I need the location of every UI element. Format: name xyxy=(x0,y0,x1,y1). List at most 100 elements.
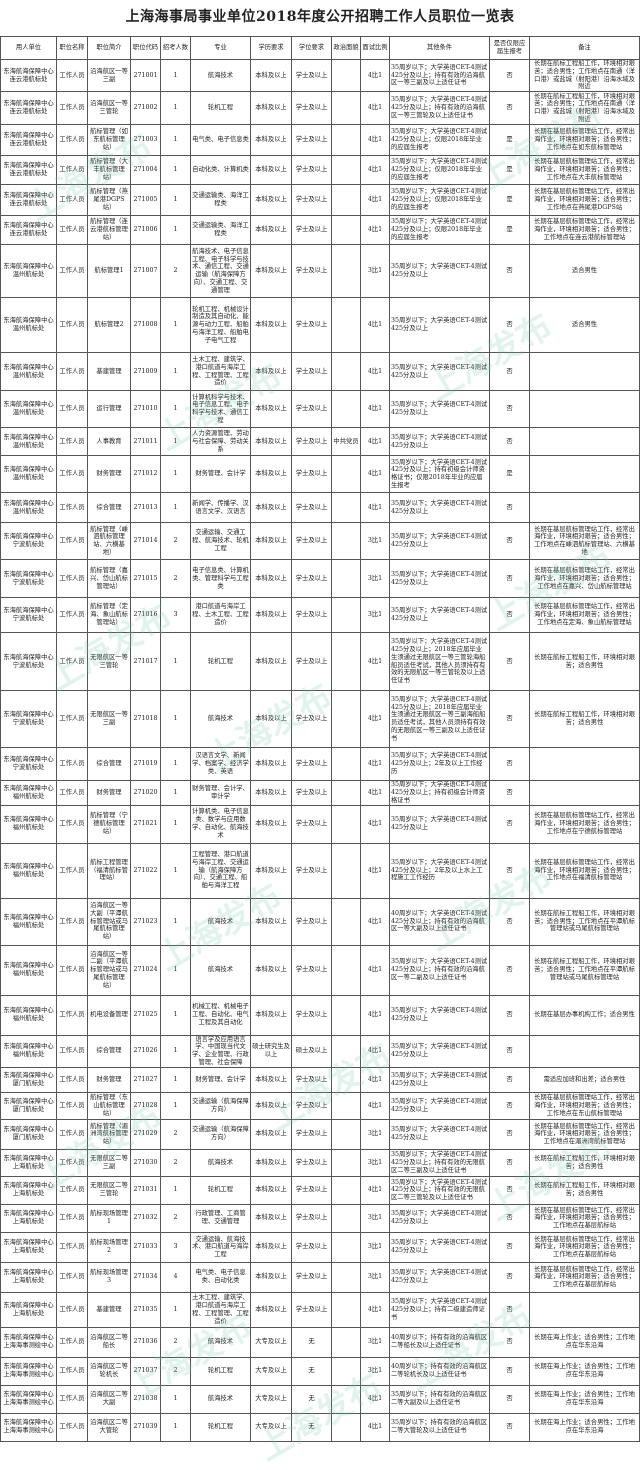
cell-political-status xyxy=(331,124,361,157)
cell-fresh-grad-only: 否 xyxy=(489,58,530,93)
table-row: 东海航海保障中心上海航标处 工作人员 航标现场管理1 271032 2 行政管理、工商管理… xyxy=(0,1203,640,1233)
cell-remarks xyxy=(529,427,640,457)
cell-major: 航海技术 xyxy=(190,1148,251,1177)
table-row: 东海航海保障中心宁波航标处 工作人员 综合管理 271019 1 汉语言文学、新闻学、档案… xyxy=(0,747,640,782)
cell-degree: 学士及以上 xyxy=(291,522,332,561)
page-title: 上海海事局事业单位2018年度公开招聘工作人员职位一览表 xyxy=(125,9,515,25)
cell-major: 人力资源管理、劳动与社会保障、劳动关系 xyxy=(190,427,251,457)
cell-position-code: 271002 xyxy=(130,91,161,126)
cell-fresh-grad-only: 是 xyxy=(489,455,530,494)
cell-interview-ratio: 4比1 xyxy=(360,1034,390,1068)
cell-remarks: 适合男性 xyxy=(529,297,640,354)
cell-unit: 东海航海保障中心宁波航标处 xyxy=(0,747,57,782)
cell-position-name: 工作人员 xyxy=(56,804,88,844)
cell-other-conditions: 35周岁以下；大学英语CET-4测试425分及以上 xyxy=(389,1034,490,1068)
cell-other-conditions: 35周岁以下；大学英语CET-4测试425分及以上；仅限2018年毕业的应届生报… xyxy=(389,215,490,246)
cell-remarks: 需适应加班和出差；适合男性 xyxy=(529,1066,640,1093)
cell-position-intro: 沿海航区一等三管轮 xyxy=(87,91,131,126)
cell-political-status xyxy=(331,352,361,392)
cell-other-conditions: 35周岁以下；大学英语CET-4测试425分及以上 xyxy=(389,297,490,354)
table-row: 东海航海保障中心上海航标处 工作人员 航标现场管理3 271034 4 电气类、电子信息类… xyxy=(0,1261,640,1293)
cell-other-conditions: 35周岁以下；大学英语CET-4测试425分及以上 xyxy=(389,804,490,844)
cell-position-intro: 运行管理 xyxy=(87,390,131,429)
cell-fresh-grad-only: 否 xyxy=(489,690,530,749)
header-remarks: 备注 xyxy=(529,36,640,60)
cell-unit: 东海航海保障中心上海航标处 xyxy=(0,1148,57,1177)
cell-position-name: 工作人员 xyxy=(56,215,88,246)
cell-education: 本科及以上 xyxy=(250,897,292,946)
table-row: 东海航海保障中心上海航标处 工作人员 航标现场管理2 271033 3 交通运输、航海技术… xyxy=(0,1231,640,1263)
cell-remarks xyxy=(529,780,640,806)
cell-degree: 硕士及以上 xyxy=(291,1034,332,1068)
cell-position-name: 工作人员 xyxy=(56,58,88,93)
cell-education: 本科及以上 xyxy=(250,597,292,634)
cell-interview-ratio: 4比1 xyxy=(360,124,390,157)
cell-political-status xyxy=(331,559,361,599)
cell-degree: 学士及以上 xyxy=(291,155,332,186)
cell-headcount: 1 xyxy=(160,427,191,457)
cell-other-conditions: 35周岁以下；大学英语CET-4测试425分及以上 xyxy=(389,244,490,299)
table-row: 东海航海保障中心温州航标处 工作人员 运行管理 271010 1 计算机科学与技术、电子信… xyxy=(0,390,640,429)
cell-fresh-grad-only: 否 xyxy=(489,597,530,634)
table-row: 东海航海保障中心连云港航标处 工作人员 航标管理（燕尾港DGPS站） 271005 1 交… xyxy=(0,184,640,217)
cell-other-conditions: 40周岁以下；持有有效的沿海航区二等轮机长及以上适任证书 xyxy=(389,1356,490,1386)
cell-position-intro: 财务管理 xyxy=(87,780,131,806)
cell-headcount: 2 xyxy=(160,1203,191,1233)
cell-position-name: 工作人员 xyxy=(56,184,88,217)
cell-fresh-grad-only: 否 xyxy=(489,944,530,996)
cell-degree: 学士及以上 xyxy=(291,690,332,749)
cell-interview-ratio: 4比1 xyxy=(360,944,390,996)
cell-political-status xyxy=(331,155,361,186)
cell-major: 土木工程、建筑学、港口航道与海岸工程、工程管理、工程造价 xyxy=(190,1291,251,1328)
cell-political-status xyxy=(331,1412,361,1442)
cell-headcount: 1 xyxy=(160,155,191,186)
header-position-name: 职位名称 xyxy=(56,36,88,60)
cell-headcount: 1 xyxy=(160,390,191,429)
cell-interview-ratio: 4比1 xyxy=(360,1175,390,1205)
cell-unit: 东海航海保障中心连云港航标处 xyxy=(0,155,57,186)
cell-political-status xyxy=(331,1231,361,1263)
table-row: 东海航海保障中心上海海事测绘中心 工作人员 沿海航区二等大副 271038 1 航海技术大… xyxy=(0,1384,640,1414)
cell-major: 电子信息类、计算机类、管理科学与工程类 xyxy=(190,559,251,599)
cell-major: 行政管理、工商管理、交通管理 xyxy=(190,1203,251,1233)
cell-education: 本科及以上 xyxy=(250,390,292,429)
cell-headcount: 1 xyxy=(160,1091,191,1120)
cell-major: 交通运输（航海保障方向） xyxy=(190,1118,251,1150)
cell-political-status xyxy=(331,597,361,634)
cell-education: 本科及以上 xyxy=(250,455,292,494)
cell-position-intro: 沿海航区二等船长 xyxy=(87,1326,131,1358)
cell-position-name: 工作人员 xyxy=(56,352,88,392)
cell-position-intro: 航标管理（大丰航标管理站） xyxy=(87,155,131,186)
table-row: 东海航海保障中心温州航标处 工作人员 综合管理 271013 1 新闻学、传播学、汉语言文… xyxy=(0,492,640,524)
cell-headcount: 2 xyxy=(160,244,191,299)
cell-fresh-grad-only: 否 xyxy=(489,244,530,299)
cell-unit: 东海航海保障中心连云港航标处 xyxy=(0,91,57,126)
cell-unit: 东海航海保障中心温州航标处 xyxy=(0,455,57,494)
cell-education: 本科及以上 xyxy=(250,1203,292,1233)
cell-degree: 学士及以上 xyxy=(291,1231,332,1263)
cell-major: 交通运输类、海洋工程类 xyxy=(190,215,251,246)
cell-headcount: 2 xyxy=(160,1356,191,1386)
cell-unit: 东海航海保障中心福州航标处 xyxy=(0,944,57,996)
cell-other-conditions: 35周岁以下；大学英语CET-4测试425分及以上 xyxy=(389,1066,490,1093)
cell-position-code: 271029 xyxy=(130,1118,161,1150)
cell-position-name: 工作人员 xyxy=(56,842,88,899)
cell-remarks: 长期在航标工程船工作，环境相对艰苦；适合男性；工作地点在南通（洋口港）或盐城（射… xyxy=(529,58,640,93)
cell-position-code: 271034 xyxy=(130,1261,161,1293)
cell-other-conditions: 35周岁以下；大学英语CET-4测试425分及以上 xyxy=(389,994,490,1036)
cell-degree: 学士及以上 xyxy=(291,944,332,996)
cell-major: 交通运输、交通工程、航海技术、轮机工程 xyxy=(190,522,251,561)
cell-interview-ratio: 4比1 xyxy=(360,1384,390,1414)
cell-degree: 无 xyxy=(291,1384,332,1414)
cell-major: 航海技术 xyxy=(190,1384,251,1414)
cell-headcount: 1 xyxy=(160,91,191,126)
cell-major: 计算机类、电子信息类、数学与应用数学、自动化、航海技术 xyxy=(190,804,251,844)
cell-position-intro: 航标管理1 xyxy=(87,244,131,299)
cell-education: 本科及以上 xyxy=(250,747,292,782)
cell-unit: 东海航海保障中心连云港航标处 xyxy=(0,58,57,93)
cell-other-conditions: 35周岁以下；大学英语CET-4测试425分及以上；持有有效的沿海航区一等二副及… xyxy=(389,944,490,996)
cell-headcount: 1 xyxy=(160,1384,191,1414)
cell-political-status xyxy=(331,944,361,996)
cell-other-conditions: 35周岁以下；大学英语CET-4测试425分及以上；仅限2018年毕业的应届生报… xyxy=(389,155,490,186)
cell-headcount: 1 xyxy=(160,632,191,692)
